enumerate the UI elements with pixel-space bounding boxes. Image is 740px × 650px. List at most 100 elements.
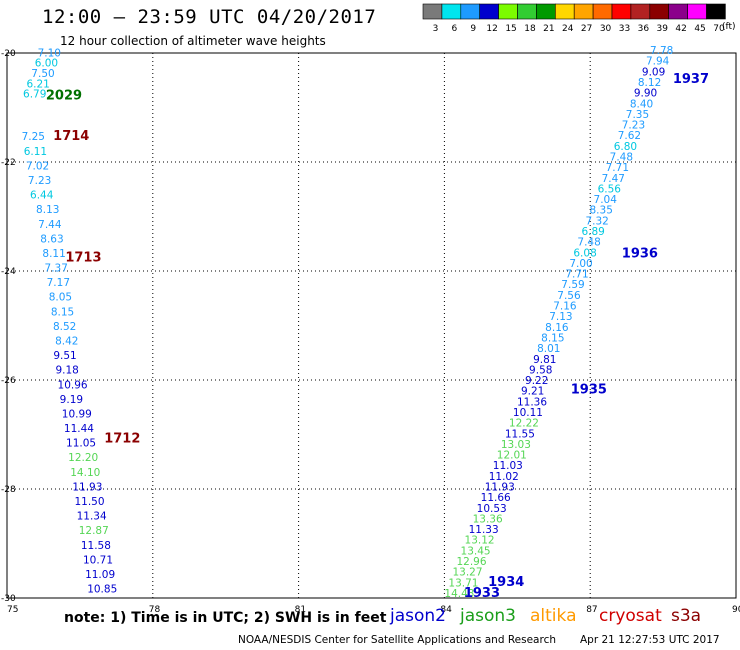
- pass-number-label: 2029: [46, 88, 82, 103]
- wave-height-value: 11.02: [489, 471, 519, 483]
- scale-swatch: [554, 3, 575, 20]
- wave-height-value: 13.45: [461, 545, 491, 557]
- wave-height-value: 6.11: [24, 146, 47, 158]
- wave-height-value: 8.12: [638, 77, 661, 89]
- page-title: 12:00 – 23:59 UTC 04/20/2017: [42, 6, 377, 28]
- scale-tick-label: 42: [675, 24, 686, 34]
- axis-ticks: 75 78 81 84 87 90 -20 -22 -24 -26 -28 -30: [1, 49, 740, 615]
- wave-height-value: 6.80: [614, 141, 637, 153]
- wave-height-value: 7.13: [549, 311, 572, 323]
- wave-height-value: 10.96: [58, 379, 88, 391]
- wave-height-value: 7.25: [22, 131, 45, 143]
- scale-unit-label: (ft): [722, 22, 736, 32]
- wave-height-value: 6.56: [598, 183, 622, 195]
- wave-height-value: 7.48: [577, 237, 600, 249]
- pass-number-label: 1713: [65, 251, 101, 266]
- wave-height-value: 11.09: [85, 569, 115, 581]
- wave-height-value: 8.35: [590, 205, 613, 217]
- footnote: note: 1) Time is in UTC; 2) SWH is in fe…: [64, 610, 387, 626]
- wave-height-value: 7.47: [602, 173, 625, 185]
- wave-height-value: 10.53: [477, 503, 507, 515]
- scale-tick-label: 15: [505, 24, 516, 34]
- wave-height-value: 9.90: [634, 88, 657, 100]
- wave-height-value: 7.44: [38, 219, 62, 231]
- wave-height-value: 11.50: [74, 496, 104, 508]
- scale-tick-label: 70: [713, 24, 725, 34]
- y-tick-label: -24: [1, 267, 16, 277]
- wave-height-value: 9.51: [53, 350, 76, 362]
- scale-swatch: [611, 3, 632, 20]
- wave-height-value: 8.42: [55, 335, 78, 347]
- wave-height-value: 14.43: [444, 588, 474, 600]
- scale-swatch: [460, 3, 480, 20]
- x-tick-label: 78: [149, 605, 161, 615]
- y-tick-label: -26: [1, 376, 16, 386]
- wave-height-value: 12.96: [456, 556, 486, 568]
- wave-height-value: 7.00: [569, 258, 592, 270]
- pass-number-label: 1934: [488, 575, 524, 590]
- x-tick-label: 84: [440, 605, 452, 615]
- scale-swatch: [630, 3, 651, 20]
- scale-tick-label: 3: [433, 24, 439, 34]
- wave-height-value: 7.71: [565, 269, 588, 281]
- credit-line: NOAA/NESDIS Center for Satellite Applica…: [238, 634, 556, 646]
- x-tick-label: 75: [7, 605, 18, 615]
- wave-height-value: 6.21: [26, 78, 49, 90]
- wave-height-value: 8.15: [51, 306, 74, 318]
- wave-height-value: 13.71: [448, 577, 478, 589]
- wave-height-value: 7.10: [38, 47, 61, 59]
- wave-height-value: 10.11: [513, 407, 543, 419]
- wave-height-value: 8.16: [545, 322, 569, 334]
- wave-height-value: 7.78: [650, 45, 673, 57]
- wave-height-value: 8.40: [630, 98, 653, 110]
- wave-height-value: 8.13: [36, 204, 59, 216]
- scale-swatch: [422, 3, 443, 20]
- wave-height-value: 6.79: [23, 89, 46, 101]
- y-tick-label: -28: [1, 485, 16, 495]
- scale-tick-label: 36: [638, 24, 650, 34]
- wave-height-value: 13.12: [465, 535, 495, 547]
- wave-height-value: 14.10: [70, 467, 100, 479]
- wave-height-value: 7.35: [626, 109, 649, 121]
- plot-border: [6, 52, 737, 599]
- wave-height-value: 6.08: [573, 247, 596, 259]
- scale-swatch: [479, 3, 499, 20]
- wave-height-value: 11.93: [72, 481, 102, 493]
- wave-height-value: 7.71: [606, 162, 629, 174]
- x-tick-label: 81: [295, 605, 306, 615]
- scale-swatch: [668, 3, 688, 20]
- scale-tick-label: 45: [694, 24, 705, 34]
- wave-height-value: 9.09: [642, 66, 665, 78]
- wave-height-value: 6.44: [30, 190, 54, 202]
- pass-number-label: 1935: [571, 383, 607, 398]
- wave-height-value: 9.18: [55, 365, 78, 377]
- wave-height-values: 7.106.007.506.216.79 7.25 6.11 7.02 7.23 6.44…: [22, 45, 674, 600]
- wave-height-value: 10.99: [62, 408, 92, 420]
- legend-s3a: s3a: [671, 606, 702, 626]
- wave-height-value: 8.11: [42, 248, 65, 260]
- scale-tick-label: 6: [451, 24, 457, 34]
- scale-swatch: [649, 3, 669, 20]
- color-scale-bar: 3 6 9 12 15 18 21 24 27 30 33 36 39 42 45 70: [422, 3, 726, 34]
- wave-height-value: 9.58: [529, 364, 552, 376]
- pass-number-label: 1714: [53, 129, 89, 144]
- wave-height-value: 9.81: [533, 354, 556, 366]
- x-tick-label: 90: [732, 605, 740, 615]
- wave-height-value: 11.55: [505, 428, 535, 440]
- scale-swatch: [498, 3, 518, 20]
- y-tick-label: -22: [1, 158, 16, 168]
- scale-tick-label: 21: [543, 24, 554, 34]
- legend-jason3: jason3: [460, 606, 516, 626]
- wave-height-value: 9.19: [60, 394, 83, 406]
- wave-height-value: 11.66: [481, 492, 511, 504]
- wave-height-value: 11.58: [81, 540, 111, 552]
- wave-height-value: 7.56: [557, 290, 581, 302]
- scale-tick-label: 9: [470, 24, 476, 34]
- scale-swatch: [517, 3, 537, 20]
- x-tick-label: 87: [586, 605, 597, 615]
- scale-tick-label: 39: [657, 24, 669, 34]
- wave-height-value: 7.23: [622, 120, 645, 132]
- scale-swatch: [706, 3, 726, 20]
- wave-height-value: 7.32: [585, 215, 608, 227]
- wave-height-value: 13.03: [501, 439, 531, 451]
